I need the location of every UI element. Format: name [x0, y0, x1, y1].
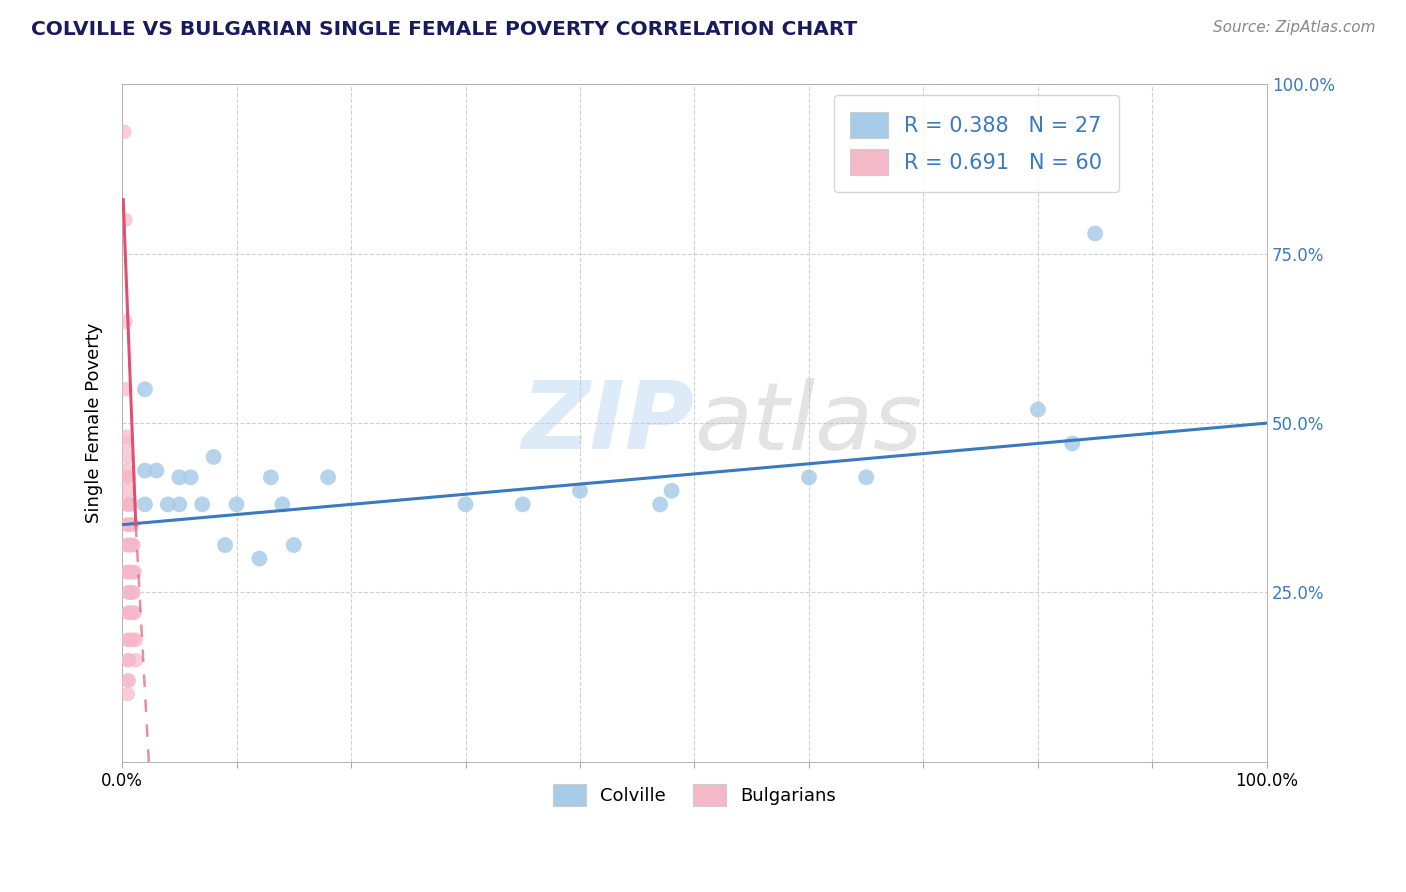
Point — [118, 606, 141, 620]
Point — [118, 585, 141, 599]
Point — [225, 497, 247, 511]
Point — [125, 632, 148, 647]
Point — [661, 483, 683, 498]
Point — [1062, 436, 1084, 450]
Point — [120, 585, 142, 599]
Point — [120, 517, 142, 532]
Point — [115, 497, 138, 511]
Point — [249, 551, 271, 566]
Point — [118, 653, 141, 667]
Point — [117, 653, 139, 667]
Point — [115, 538, 138, 552]
Point — [156, 497, 179, 511]
Point — [121, 565, 143, 579]
Point — [120, 497, 142, 511]
Point — [117, 585, 139, 599]
Point — [118, 673, 141, 688]
Point — [120, 565, 142, 579]
Point — [117, 565, 139, 579]
Point — [120, 538, 142, 552]
Point — [650, 497, 672, 511]
Point — [114, 436, 136, 450]
Point — [134, 382, 156, 396]
Point — [120, 585, 142, 599]
Point — [120, 517, 142, 532]
Point — [114, 470, 136, 484]
Point — [134, 463, 156, 477]
Point — [118, 470, 141, 484]
Point — [454, 497, 477, 511]
Point — [122, 606, 145, 620]
Point — [121, 538, 143, 552]
Point — [122, 538, 145, 552]
Point — [124, 565, 146, 579]
Text: Source: ZipAtlas.com: Source: ZipAtlas.com — [1212, 20, 1375, 35]
Point — [114, 213, 136, 227]
Text: COLVILLE VS BULGARIAN SINGLE FEMALE POVERTY CORRELATION CHART: COLVILLE VS BULGARIAN SINGLE FEMALE POVE… — [31, 20, 858, 38]
Point — [115, 517, 138, 532]
Point — [271, 497, 294, 511]
Point — [117, 538, 139, 552]
Point — [118, 565, 141, 579]
Point — [118, 632, 141, 647]
Point — [316, 470, 339, 484]
Point — [121, 585, 143, 599]
Point — [122, 585, 145, 599]
Point — [169, 497, 191, 511]
Point — [117, 497, 139, 511]
Point — [512, 497, 534, 511]
Point — [134, 497, 156, 511]
Point — [120, 606, 142, 620]
Point — [120, 606, 142, 620]
Point — [120, 497, 142, 511]
Point — [120, 538, 142, 552]
Point — [797, 470, 820, 484]
Point — [114, 382, 136, 396]
Point — [180, 470, 202, 484]
Point — [117, 632, 139, 647]
Point — [115, 463, 138, 477]
Point — [124, 606, 146, 620]
Point — [191, 497, 214, 511]
Point — [569, 483, 592, 498]
Point — [118, 538, 141, 552]
Point — [114, 314, 136, 328]
Point — [283, 538, 305, 552]
Point — [120, 565, 142, 579]
Point — [118, 497, 141, 511]
Point — [1026, 402, 1049, 417]
Point — [214, 538, 236, 552]
Point — [115, 430, 138, 444]
Point — [121, 517, 143, 532]
Point — [125, 653, 148, 667]
Point — [855, 470, 877, 484]
Point — [115, 565, 138, 579]
Point — [117, 673, 139, 688]
Point — [112, 125, 135, 139]
Legend: Colville, Bulgarians: Colville, Bulgarians — [546, 777, 844, 814]
Point — [117, 450, 139, 464]
Text: atlas: atlas — [695, 377, 922, 468]
Point — [120, 632, 142, 647]
Text: ZIP: ZIP — [522, 377, 695, 469]
Point — [1084, 227, 1107, 241]
Point — [169, 470, 191, 484]
Point — [122, 565, 145, 579]
Point — [260, 470, 283, 484]
Point — [145, 463, 167, 477]
Point — [117, 687, 139, 701]
Point — [118, 517, 141, 532]
Point — [117, 606, 139, 620]
Point — [117, 517, 139, 532]
Y-axis label: Single Female Poverty: Single Female Poverty — [86, 323, 103, 524]
Point — [117, 483, 139, 498]
Point — [202, 450, 225, 464]
Point — [122, 632, 145, 647]
